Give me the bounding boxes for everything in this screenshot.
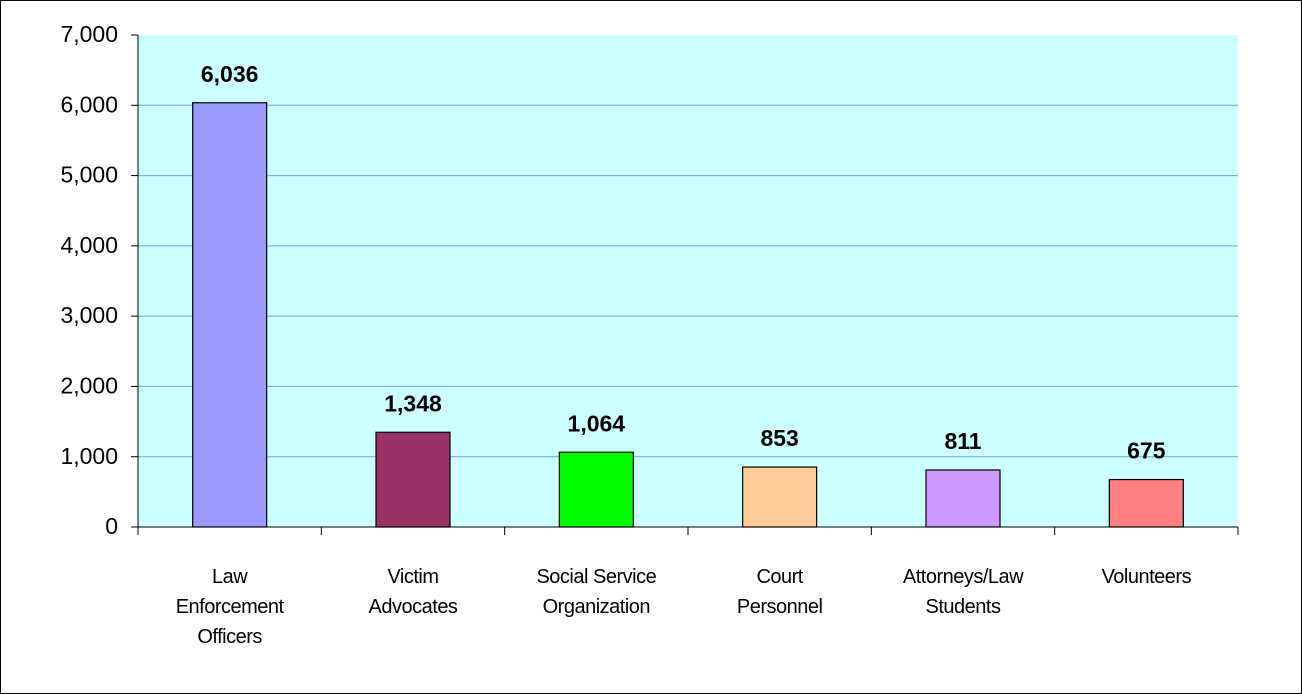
x-tick-label: Attorneys/Law Students xyxy=(902,566,1024,618)
y-tick-label: 4,000 xyxy=(60,232,118,258)
x-tick-label: Social Service Organization xyxy=(536,566,657,618)
bar xyxy=(192,102,268,528)
value-label: 1,348 xyxy=(384,390,442,416)
value-label: 811 xyxy=(944,428,981,454)
value-label: 675 xyxy=(1127,438,1166,464)
y-tick-label: 6,000 xyxy=(60,91,118,117)
bar xyxy=(375,431,451,528)
plot-area xyxy=(138,35,1238,527)
x-tick-label: Court Personnel xyxy=(736,566,823,618)
value-label: 1,064 xyxy=(568,410,626,436)
bar xyxy=(742,466,818,528)
x-tick-label: Volunteers xyxy=(1101,566,1192,588)
y-tick-label: 7,000 xyxy=(60,21,118,47)
y-tick-label: 1,000 xyxy=(60,443,118,469)
value-label: 853 xyxy=(760,425,798,451)
y-tick-label: 3,000 xyxy=(60,302,118,328)
bar xyxy=(558,451,634,528)
y-tick-label: 0 xyxy=(105,513,118,539)
value-label: 6,036 xyxy=(201,61,259,87)
bar xyxy=(925,469,1001,528)
y-tick-label: 5,000 xyxy=(60,162,118,188)
bar xyxy=(1108,478,1184,528)
x-tick-label: Law Enforcement Officers xyxy=(175,566,284,648)
x-tick-label: Victim Advocates xyxy=(368,566,458,618)
y-tick-label: 2,000 xyxy=(60,373,118,399)
